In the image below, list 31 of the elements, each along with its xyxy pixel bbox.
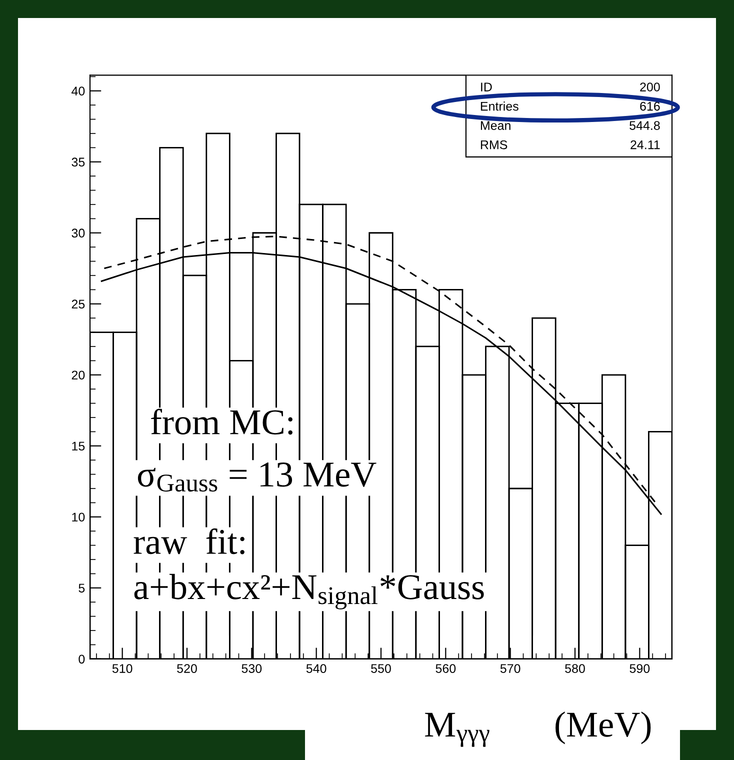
x-tick-label: 560 [436, 664, 456, 673]
y-tick-label: 15 [72, 442, 85, 451]
annotation: a+bx+cx²+N$_{signal}$*Gauss [134, 574, 484, 610]
y-tick-label: 10 [72, 512, 85, 522]
y-tick-label: 20 [72, 370, 85, 380]
annotation: Mean [480, 121, 510, 130]
x-tick-label: 550 [371, 664, 391, 673]
x-tick-label: 540 [306, 664, 326, 673]
annotation: RMS [480, 140, 508, 150]
x-tick-label: 590 [630, 664, 650, 673]
annotation: 24.11 [630, 140, 660, 150]
annotation: 544.8 [630, 121, 660, 130]
y-tick-label: 5 [78, 584, 85, 593]
annotation: raw fit: [134, 528, 244, 554]
x-tick-label: 520 [177, 664, 197, 673]
annotation: 616 [640, 102, 660, 111]
annotation: from MC: [151, 408, 292, 435]
x-tick-label: 530 [242, 664, 262, 673]
annotation: 200 [640, 82, 660, 92]
x-tick-label: 580 [565, 664, 585, 673]
y-tick-label: 0 [78, 654, 85, 664]
annotation: ID [481, 82, 492, 92]
text: M$_{γγγ}$ (MeV) [425, 711, 651, 747]
y-tick-label: 25 [72, 300, 85, 309]
x-tick-label: 570 [500, 664, 520, 673]
y-tick-label: 40 [72, 86, 85, 96]
annotation: Entries [480, 102, 518, 111]
x-tick-label: 510 [112, 664, 132, 673]
annotation: σ$_{Gauss}$ = 13 MeV [138, 462, 376, 492]
y-tick-label: 35 [72, 158, 85, 167]
y-tick-label: 30 [72, 228, 85, 238]
